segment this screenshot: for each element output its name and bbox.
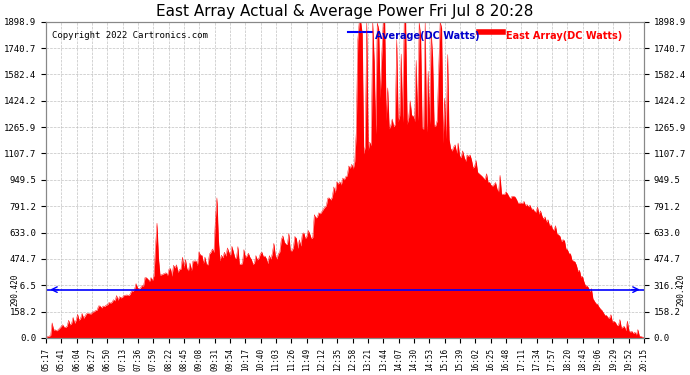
Text: East Array(DC Watts): East Array(DC Watts)	[506, 31, 622, 41]
Text: Average(DC Watts): Average(DC Watts)	[375, 31, 480, 41]
Title: East Array Actual & Average Power Fri Jul 8 20:28: East Array Actual & Average Power Fri Ju…	[157, 4, 533, 19]
Text: Copyright 2022 Cartronics.com: Copyright 2022 Cartronics.com	[52, 31, 208, 40]
Text: 290.420: 290.420	[677, 273, 686, 306]
Text: 290.420: 290.420	[10, 273, 19, 306]
